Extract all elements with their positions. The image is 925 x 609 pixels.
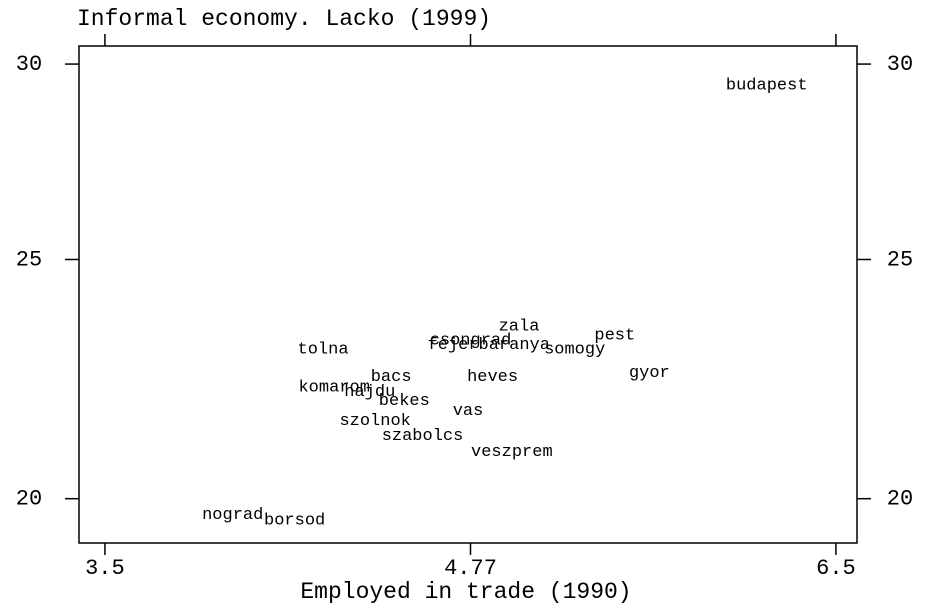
point-label: zala [499,317,540,336]
point-label: bacs [371,368,412,387]
point-label: hajdu [344,383,395,402]
plot-frame [78,45,858,544]
y-tick-label: 20 [16,486,42,511]
x-tick-label: 6.5 [816,556,856,581]
chart-title: Informal economy. Lacko (1999) [77,6,491,32]
x-tick-label: 3.5 [85,556,125,581]
point-label: komarom [298,378,369,397]
point-label: gyor [629,364,670,383]
y-tick-label: 30 [16,52,42,77]
y-tick-label-right: 20 [887,486,913,511]
point-label: csongrad [430,332,512,351]
point-label: somogy [544,340,605,359]
x-tick-label: 4.77 [444,556,497,581]
x-axis-label: Employed in trade (1990) [300,579,631,605]
point-label: veszprem [471,443,553,462]
point-label: szabolcs [382,427,464,446]
point-label: heves [467,368,518,387]
point-label: nograd [202,506,263,525]
point-label: borsod [264,511,325,530]
point-label: vas [453,402,484,421]
point-label: tolna [298,340,349,359]
point-label: pest [594,326,635,345]
point-label: budapest [726,76,808,95]
point-label: fejer [428,336,479,355]
point-label: szolnok [339,412,410,431]
point-label: baranya [479,336,550,355]
y-tick-label-right: 25 [887,247,913,272]
y-tick-label: 25 [16,247,42,272]
point-label: bekes [379,392,430,411]
y-tick-label-right: 30 [887,52,913,77]
